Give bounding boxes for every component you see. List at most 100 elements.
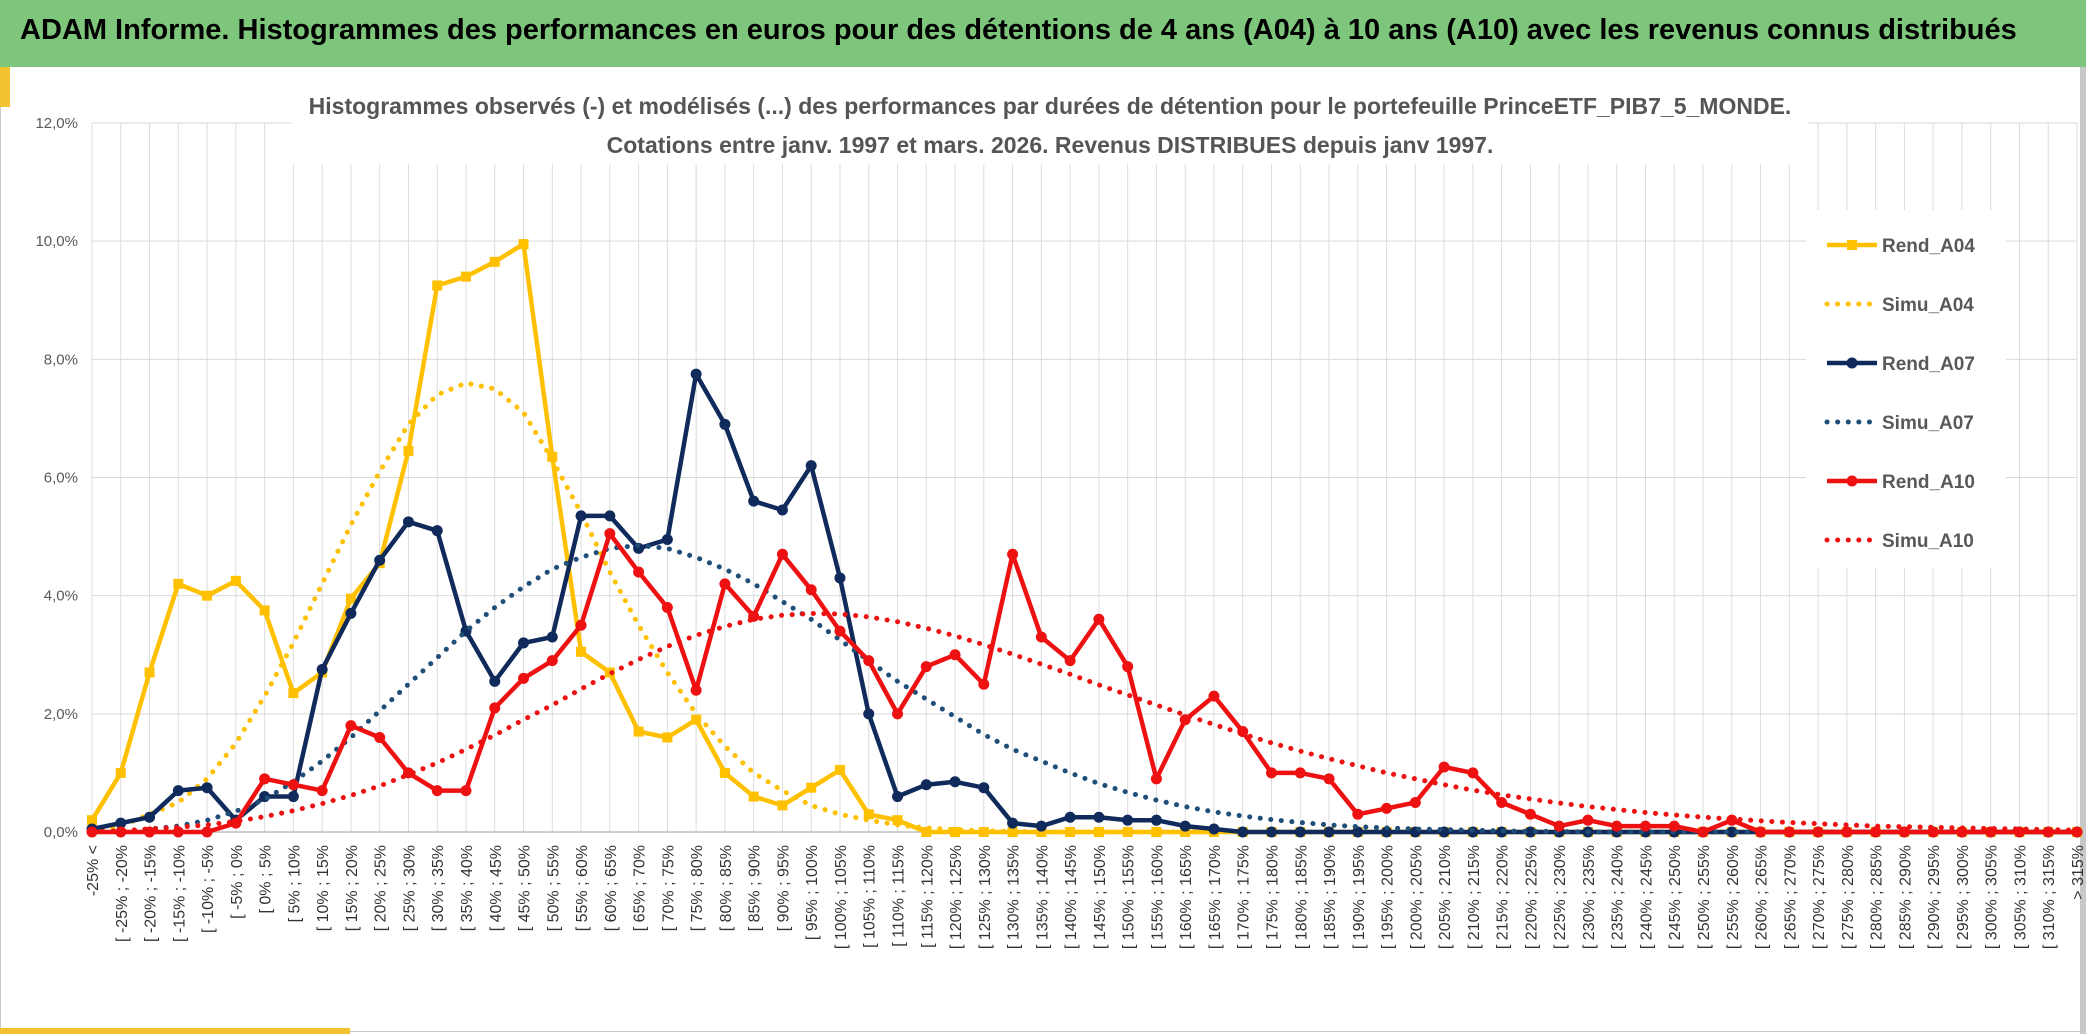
x-tick-label: [ 220% ; 225% — [1523, 845, 1540, 949]
series-group — [86, 239, 2083, 838]
data-point — [144, 667, 155, 678]
data-point — [892, 815, 903, 826]
data-point — [1150, 814, 1162, 826]
accent-bar-bottom — [0, 1028, 350, 1034]
x-tick-label: [ 15% ; 20% — [344, 845, 361, 931]
x-tick-label: [ -5% ; 0% — [229, 845, 246, 919]
x-tick-label: [ 250% ; 255% — [1696, 845, 1713, 949]
data-point — [345, 593, 356, 604]
x-tick-label: [ 10% ; 15% — [315, 845, 332, 931]
data-point — [950, 827, 961, 837]
series-line-rend-a04 — [90, 241, 2077, 835]
x-tick-label: [ 165% ; 170% — [1207, 845, 1224, 949]
data-point — [1294, 767, 1306, 779]
x-tick-label: [ 120% ; 125% — [948, 845, 965, 949]
x-tick-label: [ 150% ; 155% — [1121, 845, 1138, 949]
legend-label: Simu_A07 — [1882, 413, 1974, 434]
data-point — [1150, 773, 1162, 785]
data-point — [920, 779, 932, 791]
data-point — [316, 785, 328, 797]
x-tick-label: [ -25% ; -20% — [114, 845, 131, 942]
data-point — [1639, 820, 1651, 832]
data-point — [1122, 814, 1134, 826]
x-tick-label: [ 260% ; 265% — [1754, 845, 1771, 949]
legend-label: Rend_A10 — [1882, 472, 1975, 493]
data-point — [1093, 613, 1105, 625]
data-point — [489, 256, 500, 267]
data-point — [288, 688, 299, 699]
data-point — [776, 548, 788, 560]
x-tick-label: [ 225% ; 230% — [1552, 845, 1569, 949]
x-tick-label: [ 235% ; 240% — [1610, 845, 1627, 949]
page-title: ADAM Informe. Histogrammes des performan… — [20, 14, 2017, 46]
data-point — [2071, 826, 2083, 838]
data-point — [1381, 802, 1393, 814]
data-point — [432, 280, 443, 291]
data-point — [1093, 811, 1105, 823]
x-tick-label: [ 50% ; 55% — [545, 845, 562, 931]
x-tick-label: [ 45% ; 50% — [517, 845, 534, 931]
x-tick-label: [ 115% ; 120% — [919, 845, 936, 948]
data-point — [777, 800, 788, 811]
x-tick-label: [ 310% ; 315% — [2041, 845, 2058, 949]
data-point — [834, 764, 845, 775]
data-point — [1007, 548, 1019, 560]
data-point — [1151, 827, 1162, 837]
data-point — [633, 726, 644, 737]
x-tick-label: [ 110% ; 115% — [891, 845, 908, 947]
x-tick-label: [ 105% ; 110% — [862, 845, 879, 948]
x-tick-label: [ 245% ; 250% — [1667, 845, 1684, 949]
data-point — [402, 516, 414, 528]
data-point — [719, 578, 731, 590]
data-point — [1582, 814, 1594, 826]
data-point — [1265, 826, 1277, 838]
data-point — [920, 661, 932, 673]
data-point — [374, 554, 386, 566]
x-tick-label: [ 185% ; 190% — [1322, 845, 1339, 949]
data-point — [604, 528, 616, 540]
data-point — [489, 702, 501, 714]
x-tick-label: [ 95% ; 100% — [804, 845, 821, 940]
x-tick-label: [ 215% ; 220% — [1495, 845, 1512, 949]
data-point — [1179, 820, 1191, 832]
data-point — [1496, 796, 1508, 808]
data-point — [575, 619, 587, 631]
x-tick-label: [ 160% ; 165% — [1178, 845, 1195, 949]
data-point — [1208, 823, 1220, 835]
data-point — [748, 791, 759, 802]
data-point — [1064, 811, 1076, 823]
x-tick-label: [ 240% ; 245% — [1638, 845, 1655, 949]
data-point — [834, 625, 846, 637]
x-tick-label: [ 210% ; 215% — [1466, 845, 1483, 949]
data-point — [1064, 655, 1076, 667]
x-tick-label: [ 30% ; 35% — [430, 845, 447, 931]
series-line-rend-a07 — [91, 371, 2077, 835]
data-point — [173, 578, 184, 589]
data-point — [633, 566, 645, 578]
data-point — [1524, 808, 1536, 820]
data-point — [518, 637, 530, 649]
x-tick-label: [ 65% ; 70% — [632, 845, 649, 931]
data-point — [978, 678, 990, 690]
data-point — [661, 534, 673, 546]
data-point — [460, 785, 472, 797]
data-point — [806, 782, 817, 793]
data-point — [403, 445, 414, 456]
chart-title: Histogrammes observés (-) et modélisés (… — [309, 93, 1792, 119]
data-point — [1755, 826, 1767, 838]
data-point — [345, 720, 357, 732]
data-point — [805, 584, 817, 596]
data-point — [949, 649, 961, 661]
data-point — [489, 675, 501, 687]
data-point — [863, 655, 875, 667]
data-point — [1122, 827, 1133, 837]
x-tick-label: [ -20% ; -15% — [143, 845, 160, 942]
data-point — [1323, 773, 1335, 785]
data-point — [1237, 826, 1249, 838]
data-point — [661, 601, 673, 613]
data-point — [287, 779, 299, 791]
title-background — [292, 84, 1808, 164]
data-point — [691, 714, 702, 725]
x-tick-label: [ 270% ; 275% — [1811, 845, 1828, 949]
data-point — [1036, 827, 1047, 837]
